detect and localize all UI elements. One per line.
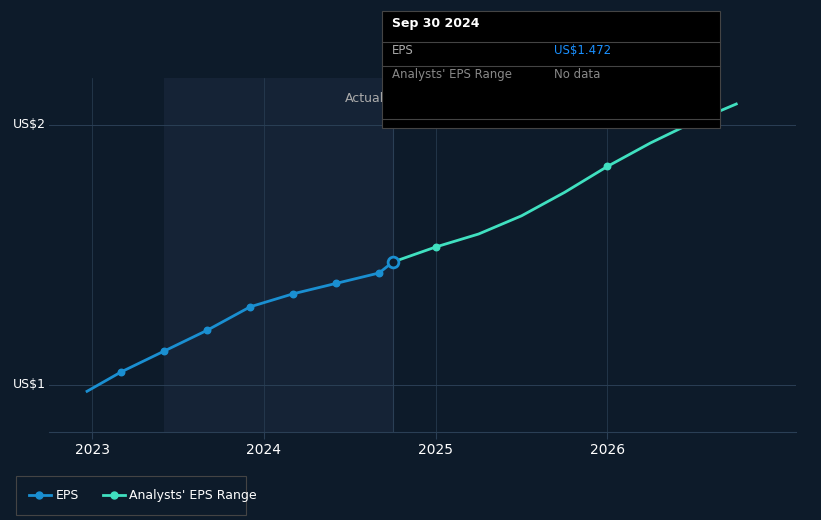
Text: Actual: Actual [345, 92, 384, 105]
Text: Analysts' EPS Range: Analysts' EPS Range [129, 489, 256, 502]
Text: Sep 30 2024: Sep 30 2024 [392, 17, 479, 30]
Point [115, 368, 128, 376]
Text: Analysts Forecasts: Analysts Forecasts [401, 92, 518, 105]
Text: EPS: EPS [56, 489, 79, 502]
Point [386, 258, 399, 266]
Point [429, 243, 443, 251]
Point [373, 269, 386, 277]
Point [200, 326, 213, 334]
Text: No data: No data [554, 68, 600, 81]
Point [244, 303, 257, 311]
Text: US$1.472: US$1.472 [554, 44, 612, 57]
Point [601, 162, 614, 171]
Text: US$2: US$2 [12, 119, 45, 132]
Point [329, 279, 342, 288]
Point [287, 290, 300, 298]
Text: Analysts' EPS Range: Analysts' EPS Range [392, 68, 511, 81]
Point [158, 347, 171, 355]
Text: EPS: EPS [392, 44, 413, 57]
Bar [164, 78, 392, 432]
Text: US$1: US$1 [12, 379, 45, 391]
